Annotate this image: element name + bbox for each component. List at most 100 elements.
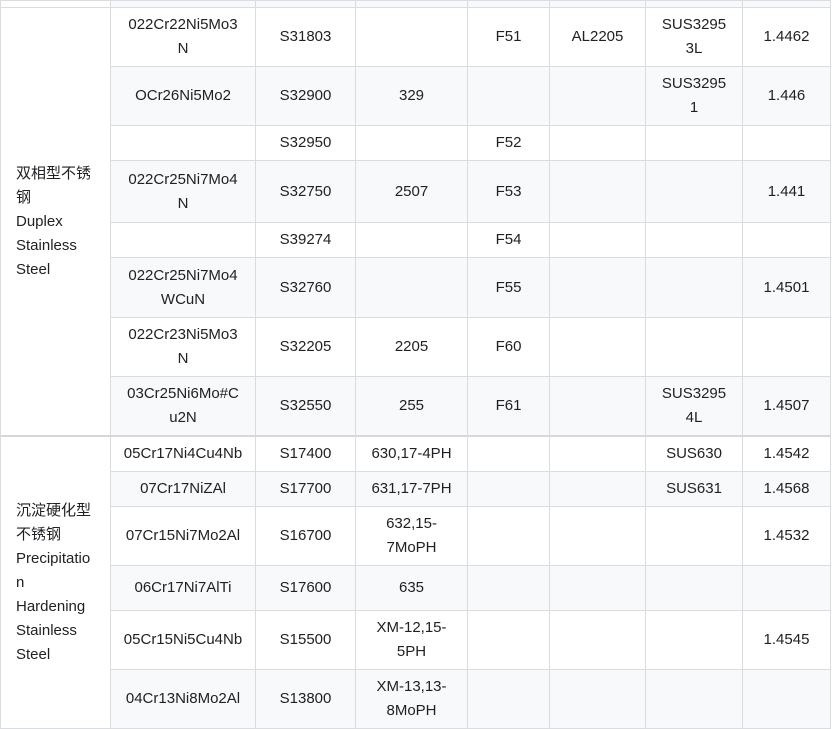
cell-astm-f bbox=[467, 435, 550, 472]
cell-trade-name: AL2205 bbox=[549, 7, 646, 67]
category-en: Precipitation Hardening Stainless Steel bbox=[16, 549, 91, 663]
cell-w-nr: 1.4462 bbox=[742, 7, 831, 67]
cell-uns: S17600 bbox=[255, 565, 356, 611]
cell-uns: S16700 bbox=[255, 506, 356, 566]
steel-row: 04Cr13Ni8Mo2Al S13800 XM-13,13-8MoPH bbox=[1, 669, 831, 729]
steel-row: 双相型不锈钢 Duplex Stainless Steel 022Cr22Ni5… bbox=[0, 7, 831, 437]
cell-jis: SUS32954L bbox=[645, 376, 743, 437]
cell-astm-f: F61 bbox=[467, 376, 550, 437]
cell-astm-f bbox=[467, 506, 550, 566]
cell-gb-grade bbox=[110, 222, 256, 258]
cell-w-nr: 1.4507 bbox=[742, 376, 831, 437]
cell-jis bbox=[645, 257, 743, 318]
cell-aisi-name: 2507 bbox=[355, 160, 468, 223]
cell-jis: SUS631 bbox=[645, 471, 743, 507]
cell-w-nr: 1.441 bbox=[742, 160, 831, 223]
category-zh: 沉淀硬化型不锈钢 bbox=[16, 501, 92, 543]
cell-astm-f: F60 bbox=[467, 317, 550, 377]
cell-trade-name bbox=[549, 565, 646, 611]
cell-jis bbox=[645, 0, 743, 8]
cell-aisi-name: 635 bbox=[355, 565, 468, 611]
steel-row: 06Cr17Ni7AlTi S17600 635 bbox=[1, 565, 831, 611]
cell-astm-f bbox=[467, 471, 550, 507]
cell-trade-name bbox=[549, 222, 646, 258]
cell-uns: S32760 bbox=[255, 257, 356, 318]
cell-gb-grade: 06Cr17Ni7AlTi bbox=[110, 565, 256, 611]
cell-astm-f bbox=[467, 565, 550, 611]
cell-trade-name bbox=[549, 0, 646, 8]
cell-jis bbox=[645, 669, 743, 729]
cell-aisi-name bbox=[355, 0, 468, 8]
cell-trade-name bbox=[549, 125, 646, 161]
cell-gb-grade: 03Cr25Ni6Mo#Cu2N bbox=[110, 376, 256, 437]
cell-w-nr bbox=[742, 125, 831, 161]
cell-aisi-name: 329 bbox=[355, 66, 468, 126]
category-cell-duplex: 双相型不锈钢 Duplex Stainless Steel bbox=[0, 7, 111, 437]
cell-jis: SUS32951 bbox=[645, 66, 743, 126]
cell-gb-grade: 07Cr17NiZAl bbox=[110, 471, 256, 507]
cell-uns bbox=[255, 0, 356, 8]
cell-jis: SUS32953L bbox=[645, 7, 743, 67]
cell-w-nr: 1.4532 bbox=[742, 506, 831, 566]
cell-astm-f bbox=[467, 669, 550, 729]
steel-row: 沉淀硬化型不锈钢 Precipitation Hardening Stainle… bbox=[0, 435, 831, 729]
cell-gb-grade: OCr26Ni5Mo2 bbox=[110, 66, 256, 126]
cell-astm-f bbox=[467, 610, 550, 670]
cell-aisi-name bbox=[355, 7, 468, 67]
cell-astm-f bbox=[467, 66, 550, 126]
cell-w-nr bbox=[742, 0, 831, 8]
cell-uns: S15500 bbox=[255, 610, 356, 670]
cell-gb-grade bbox=[110, 125, 256, 161]
partial-row bbox=[0, 0, 831, 8]
cell-uns: S32750 bbox=[255, 160, 356, 223]
cell-astm-f: F55 bbox=[467, 257, 550, 318]
cell-w-nr bbox=[742, 565, 831, 611]
cell-trade-name bbox=[549, 669, 646, 729]
cell-aisi-name: 255 bbox=[355, 376, 468, 437]
cell-w-nr bbox=[742, 669, 831, 729]
cell-gb-grade: 022Cr22Ni5Mo3N bbox=[110, 7, 256, 67]
cell-trade-name bbox=[549, 435, 646, 472]
steel-row: 07Cr17NiZAl S17700 631,17-7PH SUS631 1.4… bbox=[1, 471, 831, 507]
cell-gb-grade: 05Cr17Ni4Cu4Nb bbox=[110, 435, 256, 472]
cell-uns: S17700 bbox=[255, 471, 356, 507]
cell-trade-name bbox=[549, 471, 646, 507]
cell-jis bbox=[645, 160, 743, 223]
cell-w-nr: 1.446 bbox=[742, 66, 831, 126]
category-zh: 双相型不锈钢 bbox=[16, 164, 92, 206]
cell-w-nr: 1.4545 bbox=[742, 610, 831, 670]
cell-aisi-name: 630,17-4PH bbox=[355, 435, 468, 472]
cell-gb-grade: 04Cr13Ni8Mo2Al bbox=[110, 669, 256, 729]
cell-aisi-name: 631,17-7PH bbox=[355, 471, 468, 507]
cell-w-nr: 1.4501 bbox=[742, 257, 831, 318]
cell-jis bbox=[645, 222, 743, 258]
cell-gb-grade: 05Cr15Ni5Cu4Nb bbox=[110, 610, 256, 670]
cell-gb-grade: 022Cr25Ni7Mo4N bbox=[110, 160, 256, 223]
steel-row: 022Cr25Ni7Mo4N S32750 2507 F53 1.441 bbox=[1, 160, 831, 223]
cell-trade-name bbox=[549, 506, 646, 566]
cell-uns: S13800 bbox=[255, 669, 356, 729]
steel-row: 05Cr15Ni5Cu4Nb S15500 XM-12,15-5PH 1.454… bbox=[1, 610, 831, 670]
cell-aisi-name bbox=[355, 222, 468, 258]
cell-w-nr: 1.4542 bbox=[742, 435, 831, 472]
cell-astm-f: F53 bbox=[467, 160, 550, 223]
cell-trade-name bbox=[549, 317, 646, 377]
cell-gb-grade: 07Cr15Ni7Mo2Al bbox=[110, 506, 256, 566]
cell-jis bbox=[645, 610, 743, 670]
cell-w-nr: 1.4568 bbox=[742, 471, 831, 507]
cell-jis bbox=[645, 506, 743, 566]
cell-trade-name bbox=[549, 610, 646, 670]
cell-jis bbox=[645, 317, 743, 377]
cell-uns: S32950 bbox=[255, 125, 356, 161]
cell-aisi-name: 632,15-7MoPH bbox=[355, 506, 468, 566]
cell-jis bbox=[645, 125, 743, 161]
cell-uns: S32550 bbox=[255, 376, 356, 437]
steel-row: 022Cr23Ni5Mo3N S32205 2205 F60 bbox=[1, 317, 831, 377]
cell-astm-f bbox=[467, 0, 550, 8]
cell-astm-f: F54 bbox=[467, 222, 550, 258]
cell-trade-name bbox=[549, 160, 646, 223]
cell-astm-f: F51 bbox=[467, 7, 550, 67]
cell-gb-grade: 022Cr23Ni5Mo3N bbox=[110, 317, 256, 377]
steel-row: S39274 F54 bbox=[1, 222, 831, 258]
